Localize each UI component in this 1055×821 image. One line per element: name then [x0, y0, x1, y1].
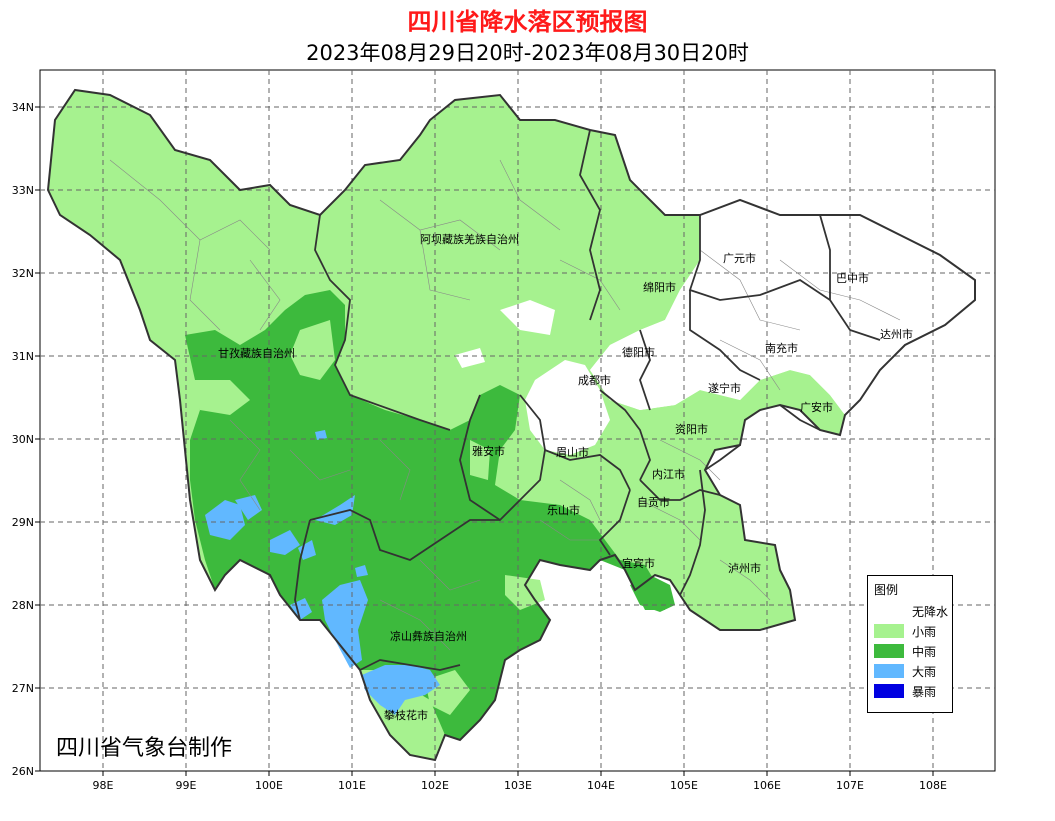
no-rain-patch-3	[635, 380, 668, 410]
lat-tick-28n: 28N	[12, 599, 34, 612]
label-bazhong: 巴中市	[836, 271, 869, 285]
lon-tick-100e: 100E	[255, 779, 283, 792]
maker-credit: 四川省气象台制作	[56, 736, 233, 761]
lat-tick-27n: 27N	[12, 682, 34, 695]
lon-tick-108e: 108E	[919, 779, 947, 792]
label-dazhou: 达州市	[880, 327, 913, 341]
legend-item-no-rain: 无降水	[874, 602, 952, 619]
label-leshan: 乐山市	[547, 503, 580, 517]
legend-swatch-light-rain	[874, 624, 904, 638]
heavy-rain-10	[355, 565, 368, 577]
lon-tick-105e: 105E	[670, 779, 698, 792]
no-rain-east	[590, 200, 975, 415]
lon-tick-102e: 102E	[421, 779, 449, 792]
label-yibin: 宜宾市	[622, 556, 655, 570]
label-panzhihua: 攀枝花市	[384, 708, 428, 722]
lat-tick-33n: 33N	[12, 184, 34, 197]
lon-tick-104e: 104E	[587, 779, 615, 792]
lat-tick-34n: 34N	[12, 101, 34, 114]
no-rain-patch-2	[455, 348, 485, 368]
legend-label-light-rain: 小雨	[912, 625, 937, 639]
lon-tick-98e: 98E	[93, 779, 114, 792]
heavy-rain-7	[322, 580, 368, 668]
prefecture-boundaries	[294, 129, 881, 671]
legend-swatch-heavy-rain	[874, 664, 904, 678]
label-ziyang: 资阳市	[675, 422, 708, 436]
province-outline	[46, 88, 976, 762]
label-deyang: 德阳市	[622, 345, 655, 359]
county-boundaries	[109, 159, 901, 651]
label-ganzi: 甘孜藏族自治州	[218, 346, 295, 360]
lon-tick-107e: 107E	[836, 779, 864, 792]
light-rain-island-5	[470, 440, 490, 480]
legend-label-heavy-rain: 大雨	[912, 665, 937, 679]
lon-tick-marks	[102, 771, 934, 776]
legend-label-no-rain: 无降水	[912, 605, 949, 619]
lon-tick-103e: 103E	[504, 779, 532, 792]
legend-swatch-moderate-rain	[874, 644, 904, 658]
no-rain-chengdu	[525, 360, 610, 455]
heavy-rain-4	[315, 495, 355, 525]
lon-tick-101e: 101E	[338, 779, 366, 792]
legend-item-heavy-rain: 大雨	[874, 662, 952, 679]
label-zigong: 自贡市	[637, 495, 670, 509]
lat-tick-26n: 26N	[12, 765, 34, 778]
legend-item-rainstorm: 暴雨	[874, 682, 952, 699]
legend-title: 图例	[874, 583, 899, 597]
heavy-rain-3	[270, 530, 300, 555]
lat-tick-31n: 31N	[12, 350, 34, 363]
label-guangan: 广安市	[800, 400, 833, 414]
light-rain-island-2	[190, 380, 250, 415]
legend-label-rainstorm: 暴雨	[912, 685, 937, 699]
lon-tick-99e: 99E	[176, 779, 197, 792]
heavy-rain-5	[298, 540, 316, 560]
legend-item-light-rain: 小雨	[874, 622, 952, 639]
heavy-rain-1	[205, 500, 245, 540]
lon-tick-106e: 106E	[753, 779, 781, 792]
map-title: 四川省降水落区预报图	[407, 8, 648, 36]
lat-tick-marks	[35, 106, 40, 772]
legend: 图例 无降水 小雨 中雨 大雨 暴雨	[867, 575, 953, 713]
legend-item-moderate-rain: 中雨	[874, 642, 952, 659]
no-rain-patch-1	[500, 300, 555, 335]
legend-label-moderate-rain: 中雨	[912, 645, 937, 659]
label-nanchong: 南充市	[765, 341, 798, 355]
lat-lon-grid	[40, 70, 995, 771]
label-luzhou: 泸州市	[728, 561, 761, 575]
legend-swatch-rainstorm	[874, 684, 904, 698]
heavy-rain-2	[235, 495, 262, 520]
heavy-rain-8	[362, 665, 440, 715]
label-chengdu: 成都市	[578, 373, 611, 387]
map-subtitle: 2023年08月29日20时-2023年08月30日20时	[306, 41, 749, 65]
label-yaan: 雅安市	[472, 444, 505, 458]
light-rain-island-1	[290, 320, 335, 380]
lat-tick-29n: 29N	[12, 516, 34, 529]
heavy-rain-9	[315, 430, 327, 440]
lat-tick-32n: 32N	[12, 267, 34, 280]
label-neijiang: 内江市	[652, 467, 685, 481]
label-liangshan: 凉山彝族自治州	[390, 629, 467, 643]
label-mianyang: 绵阳市	[643, 280, 676, 294]
label-meishan: 眉山市	[556, 445, 589, 459]
label-guangyuan: 广元市	[723, 251, 756, 265]
lat-tick-30n: 30N	[12, 433, 34, 446]
legend-swatch-no-rain	[874, 604, 904, 618]
province-light-rain-area	[48, 90, 845, 760]
label-suining: 遂宁市	[708, 381, 741, 395]
label-aba: 阿坝藏族羌族自治州	[420, 232, 519, 246]
moderate-rain-west	[185, 290, 665, 740]
